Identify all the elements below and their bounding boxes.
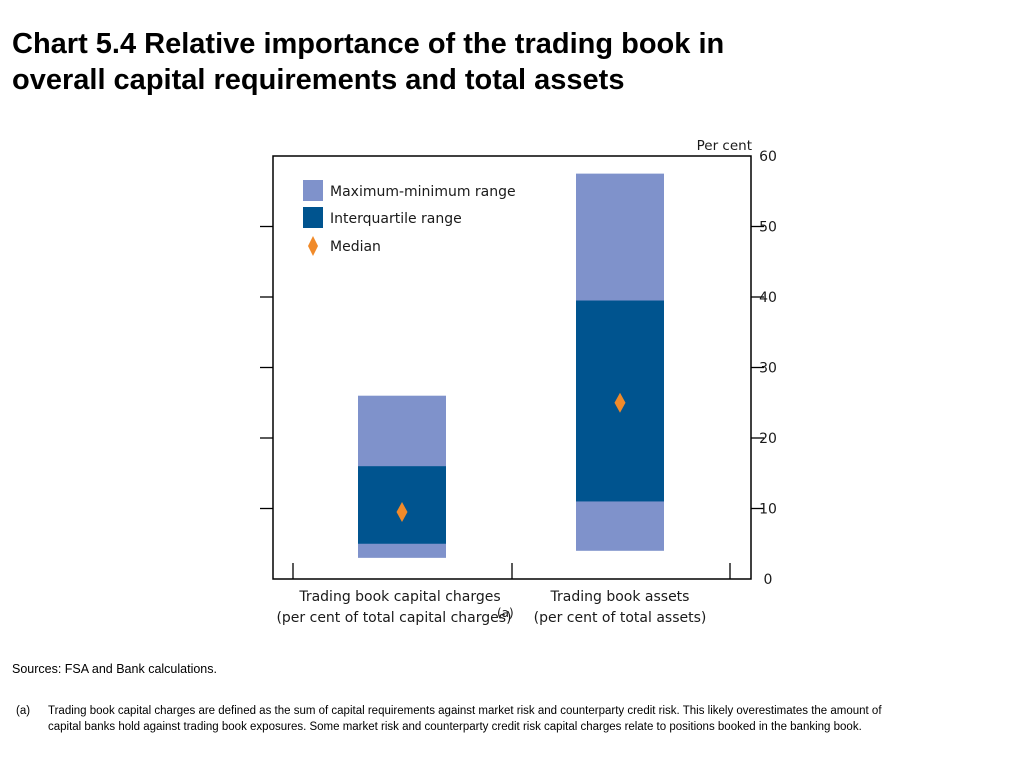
median-marker-1 bbox=[396, 502, 408, 523]
footnote: (a) Trading book capital charges are def… bbox=[12, 703, 912, 735]
sources-note: Sources: FSA and Bank calculations. bbox=[12, 662, 217, 676]
x-category-label-2-line-1: Trading book assets bbox=[550, 589, 690, 605]
legend-swatch-2 bbox=[303, 207, 323, 228]
x-category-footnote-ref-1: (a) bbox=[497, 606, 514, 620]
y-tick-label-0: 0 bbox=[764, 572, 773, 588]
x-axis: Trading book capital charges (per cent of… bbox=[276, 563, 731, 626]
chart-title-line-1: Chart 5.4 Relative importance of the tra… bbox=[12, 28, 725, 60]
chart-title: Chart 5.4 Relative importance of the tra… bbox=[12, 26, 1012, 98]
y-tick-label-40: 40 bbox=[759, 290, 777, 306]
y-axis: 0 10 20 30 40 50 60 bbox=[260, 149, 777, 588]
y-tick-label-10: 10 bbox=[759, 502, 777, 518]
legend-label-3: Median bbox=[330, 239, 381, 255]
legend-swatch-3 bbox=[308, 236, 318, 256]
legend-swatch-1 bbox=[303, 180, 323, 201]
y-tick-label-20: 20 bbox=[759, 431, 777, 447]
range-bars bbox=[358, 173, 664, 558]
legend-label-2: Interquartile range bbox=[330, 211, 462, 227]
y-tick-label-50: 50 bbox=[759, 220, 777, 236]
y-tick-label-30: 30 bbox=[759, 361, 777, 377]
legend-label-1: Maximum-minimum range bbox=[330, 184, 516, 200]
x-category-label-1-line-1: Trading book capital charges bbox=[298, 589, 500, 605]
x-category-label-2-line-2: (per cent of total assets) bbox=[534, 610, 707, 626]
x-category-label-1-line-2: (per cent of total capital charges) bbox=[276, 610, 511, 626]
median-marker-2 bbox=[614, 392, 626, 413]
y-tick-label-60: 60 bbox=[759, 149, 777, 165]
footnote-marker: (a) bbox=[16, 705, 31, 717]
range-chart: 0 10 20 30 40 50 60 Trading book capital charg… bbox=[260, 138, 777, 626]
footnote-text: Trading book capital charges are defined… bbox=[48, 705, 882, 733]
chart-title-line-2: overall capital requirements and total a… bbox=[12, 64, 625, 96]
chart-legend: Maximum-minimum range Interquartile range… bbox=[303, 180, 516, 256]
y-axis-unit-label: Per cent bbox=[697, 138, 752, 154]
